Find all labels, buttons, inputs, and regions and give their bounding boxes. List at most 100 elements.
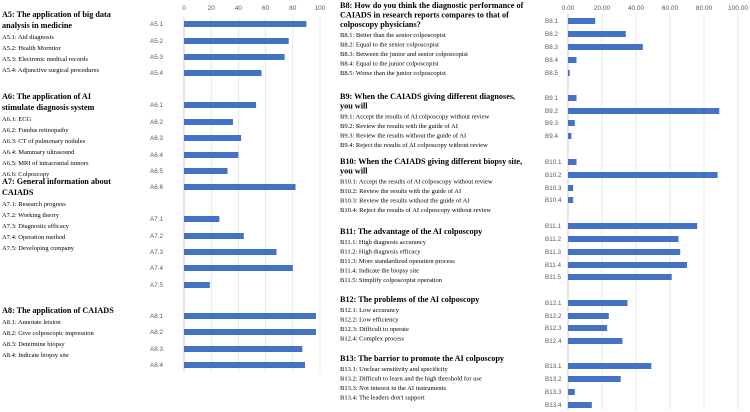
bar xyxy=(568,300,628,306)
category-label: A7.2 xyxy=(150,233,163,240)
bar xyxy=(184,362,306,368)
x-tick-label: 80 xyxy=(289,5,297,12)
category-label: B8.5 xyxy=(545,70,558,77)
bar xyxy=(184,329,316,335)
category-label: B13.2 xyxy=(545,376,562,383)
category-label: A7.3 xyxy=(150,249,163,256)
bar xyxy=(184,265,293,271)
category-label: A8.2 xyxy=(150,329,163,336)
right-bar-chart: 0.00 20.00 40.00 60.00 80.00 100.00 B8.1 B8.2 B8… xyxy=(545,5,748,410)
bar xyxy=(184,38,289,44)
category-label: A6.5 xyxy=(150,168,163,175)
category-label: B12.1 xyxy=(545,300,562,307)
question-section: B11: The advantage of the AI colposcopy B… xyxy=(340,227,483,284)
category-label: B10.4 xyxy=(545,197,562,204)
category-label: B10.3 xyxy=(545,185,562,192)
option-label: B13.2: Difficult to learn and the high t… xyxy=(340,376,482,383)
category-label: A5.1 xyxy=(150,21,163,28)
question-title: A8: The application of CAIADS xyxy=(2,306,114,315)
category-label: A6.3 xyxy=(150,135,163,142)
question-title: B9: When the CAIADS giving different dia… xyxy=(340,92,515,101)
option-label: A5.3: Electronic medical records xyxy=(2,56,88,63)
bar xyxy=(184,313,316,319)
option-label: B9.3: Review the results without the gui… xyxy=(340,133,466,140)
question-title: CAIADS in research reports compares to t… xyxy=(340,11,509,20)
option-label: A6.1: ECG xyxy=(2,116,32,123)
bar xyxy=(568,133,572,139)
question-section: B12: The problems of the AI colposcopy B1… xyxy=(340,295,480,343)
category-label: A5.2 xyxy=(150,38,163,45)
x-tick-label: 0 xyxy=(182,5,186,12)
option-label: B11.3: More standardized operation proce… xyxy=(340,258,455,265)
category-label: B8.1 xyxy=(545,18,558,25)
bar xyxy=(568,249,681,255)
question-section: B9: When the CAIADS giving different dia… xyxy=(340,92,515,149)
question-title: colposcopy physicians? xyxy=(340,20,421,29)
bar xyxy=(184,233,244,239)
bar xyxy=(568,313,609,319)
option-label: A6.5: MRI of intracranial tumors xyxy=(2,160,89,167)
category-label: B13.4 xyxy=(545,402,562,409)
category-label: B11.2 xyxy=(545,236,561,243)
bar xyxy=(568,31,626,37)
bar xyxy=(568,120,575,126)
option-label: A6.4: Mammary ultrasound xyxy=(2,149,75,156)
bar xyxy=(184,152,239,158)
bar xyxy=(568,262,687,268)
category-label: A8.3 xyxy=(150,346,163,353)
bar xyxy=(568,274,672,280)
option-label: B9.4: Reject the results of AI colposcop… xyxy=(340,142,488,149)
bar xyxy=(568,389,575,395)
category-label: B9.1 xyxy=(545,95,558,102)
option-label: A8.1: Annotate leision xyxy=(2,319,61,326)
category-label: B10.1 xyxy=(545,159,562,166)
bar xyxy=(184,119,233,125)
category-label: B13.1 xyxy=(545,363,562,370)
x-tick-label: 100 xyxy=(315,5,326,12)
option-label: A5.1: Aid diagnosis xyxy=(2,34,54,41)
x-tick-label: 60.00 xyxy=(662,5,679,12)
category-label: B8.4 xyxy=(545,57,558,64)
option-label: A6.3: CT of pulmonary nodules xyxy=(2,138,86,145)
bar xyxy=(568,338,623,344)
bar xyxy=(568,402,592,408)
category-label: B9.3 xyxy=(545,120,558,127)
question-title: you will xyxy=(340,167,368,176)
question-title: B8: How do you think the diagnostic perf… xyxy=(340,1,524,10)
category-label: A6.2 xyxy=(150,119,163,126)
question-title: CAIADS xyxy=(2,188,34,197)
option-label: A5.2: Health Mornitor xyxy=(2,45,62,52)
question-section: B10: When the CAIADS giving different bi… xyxy=(340,157,522,214)
category-label: A6.6 xyxy=(150,184,163,191)
question-title: B13: The barrior to promote the AI colpo… xyxy=(340,354,505,363)
x-tick-label: 40 xyxy=(235,5,243,12)
category-label: B10.2 xyxy=(545,172,562,179)
x-tick-label: 40.00 xyxy=(628,5,645,12)
category-label: A7.4 xyxy=(150,265,163,272)
category-label: B11.4 xyxy=(545,262,561,269)
question-section: B8: How do you think the diagnostic perf… xyxy=(340,1,524,77)
option-label: B8.5: Worse than the junior colposcopist xyxy=(340,70,446,77)
right-question-text: B8: How do you think the diagnostic perf… xyxy=(340,1,524,402)
question-title: you will xyxy=(340,102,368,111)
bar xyxy=(568,159,577,165)
bar xyxy=(568,172,718,178)
x-tick-label: 0.00 xyxy=(562,5,575,12)
question-section: A8: The application of CAIADS A8.1: Annot… xyxy=(2,306,114,359)
category-label: A5.4 xyxy=(150,70,163,77)
option-label: A8.3: Determine biopsy xyxy=(2,341,65,348)
bar xyxy=(184,282,210,288)
option-label: B8.4: Equal to the junior colposcopist xyxy=(340,61,439,68)
option-label: B8.2: Equal to the senior colposcopist xyxy=(340,42,439,49)
option-label: B8.3: Between the junior and senior colp… xyxy=(340,51,468,58)
bar xyxy=(184,135,242,141)
option-label: B10.1: Accept the results of AI colposco… xyxy=(340,179,493,186)
bar xyxy=(184,346,303,352)
bar xyxy=(184,168,228,174)
option-label: A5.4: Adjunctive surgical procedures xyxy=(2,67,99,74)
option-label: B11.4: Indicate the biopsy site xyxy=(340,268,419,275)
bar xyxy=(184,54,285,60)
category-label: B12.4 xyxy=(545,338,562,345)
bar xyxy=(568,108,720,114)
